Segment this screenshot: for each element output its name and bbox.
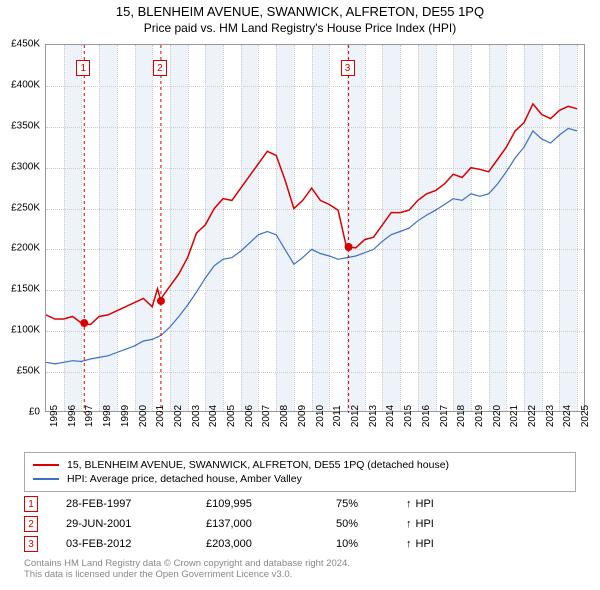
- xtick-label: 2019: [474, 405, 485, 427]
- xtick-label: 2015: [403, 405, 414, 427]
- ytick-label: £100K: [2, 325, 40, 336]
- event-suffix: HPI: [416, 538, 434, 550]
- arrow-up-icon: ↑: [406, 518, 412, 530]
- event-marker: 3: [24, 536, 38, 552]
- ytick-label: £350K: [2, 120, 40, 131]
- legend-box: 15, BLENHEIM AVENUE, SWANWICK, ALFRETON,…: [24, 452, 576, 492]
- xtick-label: 2023: [545, 405, 556, 427]
- series-line-hpi: [46, 128, 577, 364]
- legend-label-property: 15, BLENHEIM AVENUE, SWANWICK, ALFRETON,…: [67, 459, 449, 471]
- xtick-label: 2016: [421, 405, 432, 427]
- xtick-label: 2003: [191, 405, 202, 427]
- xtick-label: 1995: [49, 405, 60, 427]
- event-date: 29-JUN-2001: [66, 518, 206, 530]
- xtick-label: 2005: [226, 405, 237, 427]
- xtick-label: 1997: [84, 405, 95, 427]
- event-marker: 2: [24, 516, 38, 532]
- chart-title-block: 15, BLENHEIM AVENUE, SWANWICK, ALFRETON,…: [0, 0, 600, 35]
- xtick-label: 2021: [509, 405, 520, 427]
- ytick-label: £400K: [2, 79, 40, 90]
- xtick-label: 2018: [456, 405, 467, 427]
- legend-swatch-hpi: [33, 478, 59, 480]
- xtick-label: 2006: [244, 405, 255, 427]
- xtick-label: 2013: [368, 405, 379, 427]
- ytick-label: £250K: [2, 202, 40, 213]
- event-row: 3 03-FEB-2012£203,00010%↑ HPI: [24, 534, 576, 554]
- event-price: £137,000: [206, 518, 336, 530]
- arrow-up-icon: ↑: [406, 498, 412, 510]
- event-table: 128-FEB-1997£109,99575%↑HPI229-JUN-2001£…: [24, 494, 576, 554]
- xtick-label: 2004: [208, 405, 219, 427]
- xtick-label: 2012: [350, 405, 361, 427]
- sale-dot: [80, 319, 88, 327]
- legend-label-hpi: HPI: Average price, detached house, Ambe…: [67, 473, 302, 485]
- ytick-label: £0: [2, 407, 40, 418]
- footer-attribution: Contains HM Land Registry data © Crown c…: [24, 558, 350, 580]
- ytick-label: £450K: [2, 39, 40, 50]
- xtick-label: 1999: [120, 405, 131, 427]
- event-pct: 50%: [336, 518, 406, 530]
- xtick-label: 2000: [138, 405, 149, 427]
- plot-svg: [46, 45, 584, 411]
- chart-plot-area: [45, 44, 585, 412]
- arrow-up-icon: ↑: [406, 538, 412, 550]
- event-date: 28-FEB-1997: [66, 498, 206, 510]
- xtick-label: 2001: [155, 405, 166, 427]
- title-main: 15, BLENHEIM AVENUE, SWANWICK, ALFRETON,…: [0, 4, 600, 19]
- event-price: £109,995: [206, 498, 336, 510]
- ytick-label: £200K: [2, 243, 40, 254]
- sale-marker-box: 1: [76, 60, 90, 76]
- event-pct: 10%: [336, 538, 406, 550]
- event-suffix: HPI: [416, 518, 434, 530]
- sale-dot: [157, 297, 165, 305]
- legend-row-hpi: HPI: Average price, detached house, Ambe…: [33, 473, 567, 485]
- event-marker: 1: [24, 496, 38, 512]
- footer-line1: Contains HM Land Registry data © Crown c…: [24, 558, 350, 569]
- event-price: £203,000: [206, 538, 336, 550]
- xtick-label: 2020: [492, 405, 503, 427]
- xtick-label: 2011: [332, 405, 343, 427]
- series-line-property: [46, 104, 577, 325]
- event-row: 1 28-FEB-1997£109,99575%↑ HPI: [24, 494, 576, 514]
- xtick-label: 2009: [297, 405, 308, 427]
- event-pct: 75%: [336, 498, 406, 510]
- footer-line2: This data is licensed under the Open Gov…: [24, 569, 350, 580]
- sale-dot: [345, 243, 353, 251]
- event-date: 03-FEB-2012: [66, 538, 206, 550]
- xtick-label: 1996: [67, 405, 78, 427]
- xtick-label: 2017: [439, 405, 450, 427]
- event-row: 2 29-JUN-2001£137,00050%↑ HPI: [24, 514, 576, 534]
- legend-row-property: 15, BLENHEIM AVENUE, SWANWICK, ALFRETON,…: [33, 459, 567, 471]
- xtick-label: 2007: [261, 405, 272, 427]
- xtick-label: 2002: [173, 405, 184, 427]
- ytick-label: £150K: [2, 284, 40, 295]
- sale-marker-box: 2: [153, 60, 167, 76]
- xtick-label: 2024: [562, 405, 573, 427]
- xtick-label: 2008: [279, 405, 290, 427]
- xtick-label: 2022: [527, 405, 538, 427]
- legend-swatch-property: [33, 464, 59, 466]
- ytick-label: £300K: [2, 161, 40, 172]
- xtick-label: 2010: [315, 405, 326, 427]
- title-sub: Price paid vs. HM Land Registry's House …: [0, 21, 600, 35]
- sale-marker-box: 3: [341, 60, 355, 76]
- xtick-label: 1998: [102, 405, 113, 427]
- xtick-label: 2025: [580, 405, 591, 427]
- xtick-label: 2014: [385, 405, 396, 427]
- event-suffix: HPI: [416, 498, 434, 510]
- ytick-label: £50K: [2, 366, 40, 377]
